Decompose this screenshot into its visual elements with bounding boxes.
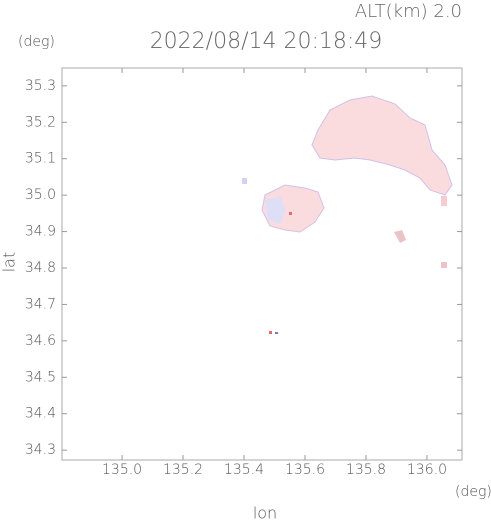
y-tick-label: 34.7 (25, 296, 56, 312)
echo-area (441, 262, 447, 268)
y-tick-label: 34.8 (25, 260, 56, 276)
x-tick-label: 135.4 (224, 462, 264, 478)
echo-area (394, 230, 406, 243)
echo-area (311, 95, 453, 196)
echo-area (289, 212, 292, 215)
y-tick-label: 34.6 (25, 333, 56, 349)
x-tick-label: 136.0 (407, 462, 447, 478)
y-tick-label: 34.4 (25, 406, 56, 422)
echo-area (269, 331, 272, 334)
y-tick-label: 35.1 (25, 151, 56, 167)
y-tick-label: 35.2 (25, 114, 56, 130)
x-tick-label: 135.8 (346, 462, 386, 478)
y-tick-label: 34.5 (25, 369, 56, 385)
chart-title: 2022/08/14 20:18:49 (150, 29, 383, 54)
x-tick-label: 135.0 (102, 462, 142, 478)
y-tick-label: 34.9 (25, 224, 56, 240)
x-tick-label: 135.2 (163, 462, 203, 478)
altitude-label: ALT(km) 2.0 (355, 1, 462, 22)
y-tick-label: 35.0 (25, 187, 56, 203)
echo-area (441, 196, 447, 206)
x-unit: (deg) (455, 484, 491, 500)
echo-area (242, 178, 247, 184)
echo-area (275, 332, 278, 334)
y-unit: (deg) (18, 34, 55, 50)
y-tick-label: 34.3 (25, 442, 56, 458)
echo-field (242, 95, 453, 334)
y-tick-label: 35.3 (25, 78, 56, 94)
x-axis-label: lon (253, 504, 277, 521)
y-axis-label: lat (0, 252, 19, 273)
echo-area (265, 196, 286, 224)
x-tick-label: 135.6 (285, 462, 325, 478)
plot-frame (61, 67, 463, 461)
